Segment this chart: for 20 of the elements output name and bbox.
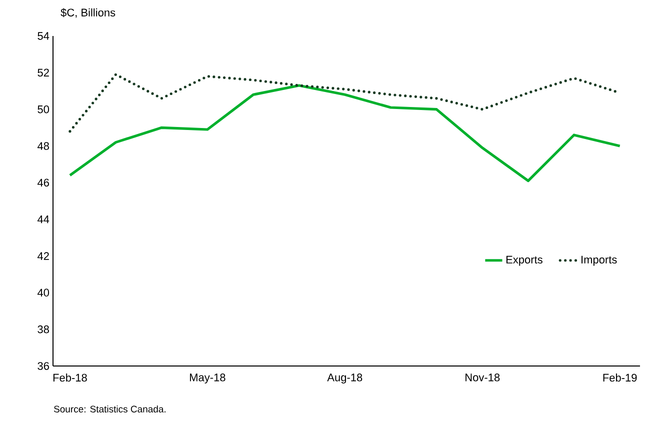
y-tick-label: 54	[38, 32, 50, 40]
line-series	[68, 84, 622, 182]
y-tick-label: 36	[38, 362, 49, 370]
legend-label: Imports	[582, 256, 617, 266]
source-note: Source: Statistics Canada.	[54, 405, 166, 412]
x-tick-label: Nov-18	[466, 374, 500, 382]
y-tick-label: 52	[38, 68, 49, 77]
y-tick-label: 40	[37, 288, 50, 297]
x-tick-label: May-18	[190, 374, 226, 384]
y-axis-title: $C, Billions	[60, 8, 116, 18]
y-tick-label: 46	[37, 178, 49, 187]
x-tick-label: Feb-18	[53, 374, 87, 382]
x-tick-label: Aug-18	[327, 374, 362, 384]
y-tick-label: 38	[38, 325, 49, 334]
y-tick-label: 48	[37, 142, 49, 150]
legend-label: Exports	[506, 256, 542, 266]
y-tick-label: 42	[37, 252, 49, 260]
y-tick-label: 50	[38, 105, 50, 114]
x-tick-label: Feb-19	[603, 374, 637, 382]
y-tick-label: 44	[37, 216, 50, 224]
